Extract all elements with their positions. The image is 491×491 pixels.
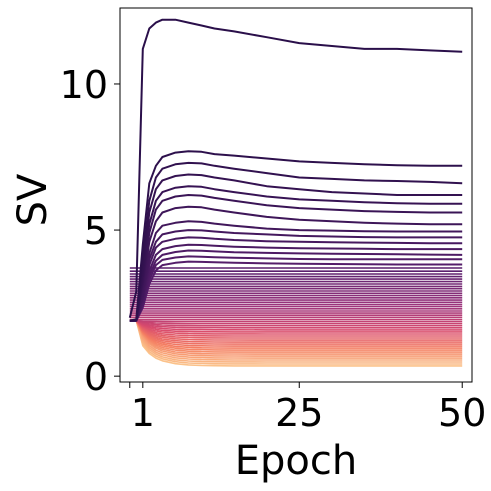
- plot-area: [128, 18, 463, 367]
- series-line: [129, 319, 463, 333]
- series-line: [129, 205, 463, 322]
- series-line: [129, 319, 463, 359]
- series-line: [129, 319, 463, 329]
- series-line: [129, 185, 463, 322]
- series-line: [129, 319, 463, 343]
- series-line: [129, 319, 463, 347]
- series-line: [129, 319, 463, 349]
- series-line: [129, 173, 463, 322]
- series-line: [129, 319, 463, 335]
- plot-frame: [119, 7, 473, 383]
- x-axis: 1 25 50: [129, 382, 486, 435]
- series-line: [129, 319, 463, 325]
- series-line: [129, 319, 463, 351]
- x-tick-label: 25: [275, 391, 323, 435]
- x-tick-label: 50: [438, 391, 486, 435]
- series-line: [129, 319, 463, 353]
- series-line: [129, 220, 463, 322]
- series-line: [129, 161, 463, 322]
- series-line: [129, 319, 463, 355]
- series-line: [128, 18, 463, 318]
- series-line: [129, 319, 463, 367]
- y-tick-label: 0: [84, 355, 108, 399]
- x-axis-title: Epoch: [235, 438, 357, 484]
- series-line: [129, 150, 463, 322]
- y-axis: 0 5 10: [60, 63, 120, 399]
- y-tick-label: 5: [84, 209, 108, 253]
- series-line: [129, 194, 463, 322]
- series-line: [129, 319, 463, 323]
- series-line: [129, 319, 463, 339]
- series-line: [129, 319, 463, 341]
- y-tick-label: 10: [60, 63, 108, 107]
- series-line: [129, 319, 463, 327]
- series-line: [129, 319, 463, 345]
- y-axis-title: SV: [10, 173, 56, 226]
- series-line: [129, 249, 463, 322]
- x-tick-label: 1: [131, 391, 155, 435]
- series-line: [129, 319, 463, 337]
- series-line: [129, 319, 463, 361]
- series-line: [129, 319, 463, 331]
- series-line: [129, 319, 463, 365]
- series-line: [129, 319, 463, 363]
- series-line: [129, 319, 463, 357]
